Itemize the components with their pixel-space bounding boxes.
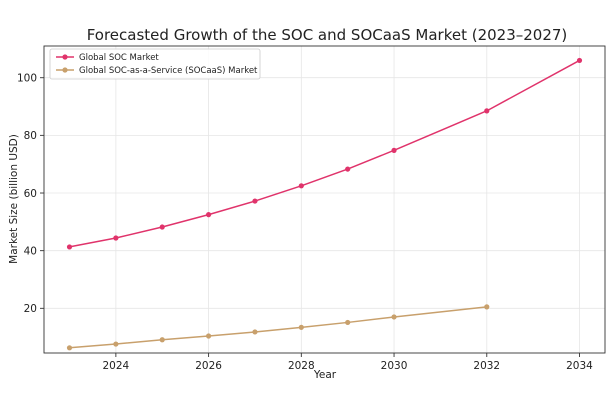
chart-title: Forecasted Growth of the SOC and SOCaaS … [87,26,568,44]
legend-label: Global SOC-as-a-Service (SOCaaS) Market [79,66,258,76]
data-point [298,324,304,330]
x-tick-label: 2034 [566,360,593,372]
data-point [252,198,258,204]
series-group [66,57,583,351]
legend: Global SOC Market Global SOC-as-a-Service… [49,48,261,80]
x-tick-label: 2024 [102,360,129,372]
series-line-2 [69,306,487,349]
y-tick-label: 60 [24,188,37,200]
legend-label: Global SOC Market [79,53,159,63]
data-point [391,147,397,153]
data-point [576,57,583,64]
data-point [66,244,73,250]
data-point [205,333,212,339]
data-point [66,345,73,351]
data-point [159,224,165,230]
series-line-1 [69,59,580,248]
x-axis-label: Year [313,369,337,381]
data-point [298,183,304,189]
y-tick-label: 80 [24,130,37,142]
legend-swatch-marker [62,67,68,73]
data-point [484,108,490,114]
y-tick-label: 40 [24,245,37,257]
data-point [113,341,119,347]
x-tick-label: 2028 [288,360,315,372]
data-point [484,304,490,310]
data-point [205,212,212,218]
x-tick-label: 2030 [381,360,408,372]
data-point [345,166,351,172]
data-point [113,235,119,241]
data-point [252,329,258,335]
plot-frame [43,45,606,354]
x-tick-label: 2032 [473,360,500,372]
x-tick-label: 2026 [195,360,222,372]
legend-swatch-marker [62,54,68,60]
data-point [159,337,165,343]
y-axis-label: Market Size (billion USD) [8,134,20,264]
axes: 2024 2026 2028 2030 2032 2034 20 40 60 80 100 [17,45,606,372]
y-tick-label: 20 [24,303,37,315]
legend-box [49,48,261,80]
data-point [391,314,397,320]
data-point [345,319,351,326]
y-tick-label: 100 [17,73,37,85]
